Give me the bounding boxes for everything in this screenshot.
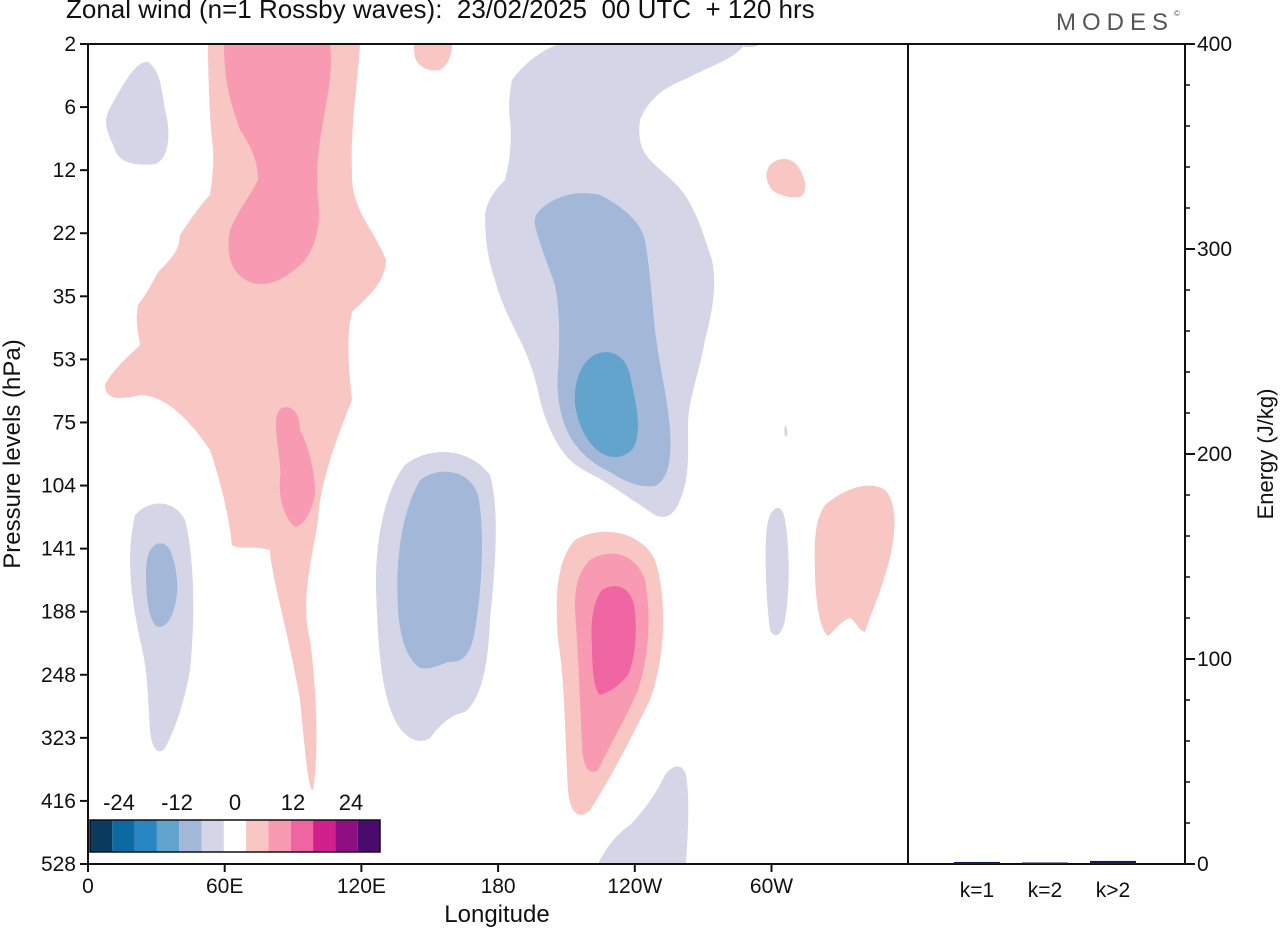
colorbar-swatch <box>134 820 157 852</box>
y-tick-label: 35 <box>53 285 76 308</box>
energy-tick-label: 200 <box>1197 443 1232 466</box>
contour-neg-light <box>598 766 689 864</box>
colorbar-swatch <box>313 820 336 852</box>
brand-mark: © <box>1174 9 1180 18</box>
colorbar-swatch <box>201 820 224 852</box>
energy-bar <box>1022 862 1068 864</box>
colorbar-swatch <box>268 820 291 852</box>
energy-axis: 0 100 200 300 400 <box>1185 33 1232 876</box>
energy-bar <box>1090 860 1136 864</box>
colorbar-swatch <box>357 820 380 852</box>
colorbar-tick-labels: -24 -12 0 12 24 <box>103 790 363 815</box>
brand-text: MODES <box>1056 9 1175 36</box>
y-tick-label: 12 <box>53 159 76 182</box>
y-axis-label: Pressure levels (hPa) <box>0 339 26 568</box>
energy-axis-label: Energy (J/kg) <box>1253 389 1278 520</box>
energy-tick-label: 100 <box>1197 648 1232 671</box>
energy-bar <box>954 861 1000 864</box>
x-axis-label: Longitude <box>444 901 549 928</box>
energy-bars <box>954 860 1136 864</box>
y-tick-label: 248 <box>41 664 76 687</box>
contour-pos-mid <box>224 44 331 285</box>
y-tick-label: 53 <box>53 348 76 371</box>
x-tick-label: 180 <box>481 875 516 898</box>
y-tick-label: 6 <box>64 96 76 119</box>
y-tick-label: 416 <box>41 790 76 813</box>
colorbar-swatch <box>246 820 269 852</box>
colorbar-tick-label: -24 <box>103 790 135 815</box>
colorbar-frame <box>89 819 381 853</box>
energy-frame <box>907 43 1186 865</box>
y-tick-label: 323 <box>41 727 76 750</box>
energy-tick-label: 300 <box>1197 238 1232 261</box>
energy-category-label: k=2 <box>1028 879 1062 902</box>
chart-title: Zonal wind (n=1 Rossby waves): 23/02/202… <box>66 0 815 24</box>
x-tick-label: 60W <box>750 875 793 898</box>
colorbar-legend <box>89 819 381 853</box>
y-tick-label: 75 <box>53 411 76 434</box>
y-tick-label: 188 <box>41 601 76 624</box>
colorbar-swatch <box>112 820 135 852</box>
colorbar-tick-label: 0 <box>229 790 241 815</box>
contour-neg-light <box>130 503 194 752</box>
contour-neg-mid <box>397 471 482 669</box>
colorbar-swatch <box>90 820 113 852</box>
energy-tick-label: 0 <box>1197 853 1209 876</box>
x-tick-label: 0 <box>82 875 94 898</box>
x-tick-label: 60E <box>206 875 243 898</box>
colorbar-tick-label: -12 <box>161 790 193 815</box>
energy-category-label: k=1 <box>960 879 994 902</box>
colorbar-swatch <box>223 820 247 852</box>
pressure-axis: 2 6 12 22 35 53 75 104 141 188 248 323 416 528 <box>41 33 88 876</box>
y-tick-label: 141 <box>41 538 76 561</box>
colorbar-swatch <box>156 820 180 852</box>
colorbar-swatch <box>290 820 314 852</box>
colorbar-swatch <box>179 820 202 852</box>
contour-pos-mid <box>276 407 316 527</box>
colorbar-swatch <box>335 820 358 852</box>
y-tick-label: 22 <box>53 222 76 245</box>
y-tick-label: 528 <box>41 853 76 876</box>
contour-neg-mid <box>146 543 178 627</box>
negative-contours <box>106 44 789 864</box>
contour-pos-light <box>414 44 452 71</box>
contour-neg-light <box>784 425 788 437</box>
zonal-wind-heatmap: -24 -12 0 12 24 <box>88 44 908 864</box>
positive-contours <box>105 44 895 815</box>
contour-pos-strong <box>591 586 636 695</box>
energy-category-label: k>2 <box>1096 879 1130 902</box>
colorbar-tick-label: 24 <box>339 790 363 815</box>
energy-tick-label: 400 <box>1197 33 1232 56</box>
contour-pos-light <box>814 485 895 636</box>
colorbar-tick-label: 12 <box>281 790 305 815</box>
contour-neg-light <box>765 508 789 636</box>
contour-pos-light <box>766 158 806 198</box>
x-tick-label: 120E <box>337 875 386 898</box>
y-tick-label: 2 <box>64 33 76 56</box>
longitude-axis: 0 60E 120E 180 120W 60W <box>82 864 793 898</box>
brand-logo: MODES© <box>1056 9 1180 37</box>
y-tick-label: 104 <box>41 475 76 498</box>
energy-category-labels: k=1 k=2 k>2 <box>960 879 1130 902</box>
contour-neg-light <box>106 61 169 165</box>
contour-neg-strong <box>574 351 638 457</box>
x-tick-label: 120W <box>607 875 662 898</box>
